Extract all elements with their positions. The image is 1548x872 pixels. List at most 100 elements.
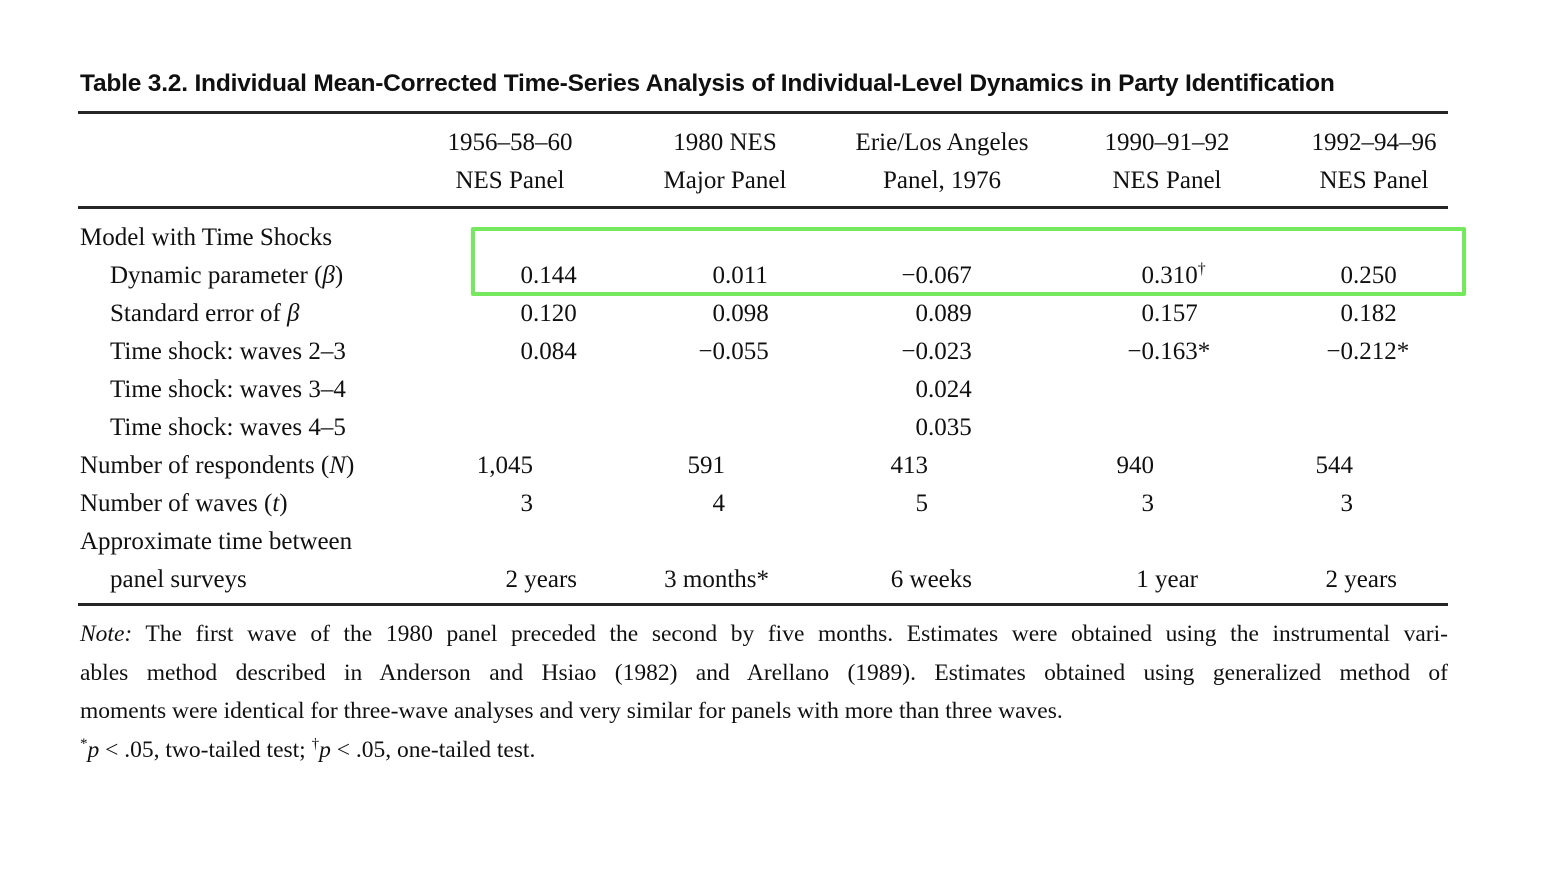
row-label: Standard error of β (110, 300, 300, 327)
column-header-line2: Panel, 1976 (882, 167, 1002, 194)
cell-fraction: .144 (533, 262, 577, 289)
table-cell: 0.098 (529, 295, 769, 333)
cell-fraction: .098 (725, 300, 769, 327)
cell-value: 5 (915, 490, 929, 517)
row-label: Model with Time Shocks (80, 224, 333, 251)
column-header-line2: NES Panel (1112, 167, 1222, 194)
column-header-line2: Major Panel (663, 167, 787, 194)
cell-value: 544 (1315, 452, 1354, 479)
cell-value: 0 (915, 414, 929, 441)
cell-value: 591 (687, 452, 726, 479)
cell-value: 940 (1116, 452, 1155, 479)
table-cell: 4 (529, 485, 769, 523)
table-cell: 6 weeks (732, 561, 972, 599)
column-header-line1: 1992–94–96 (1311, 129, 1437, 156)
cell-value: 3 (520, 490, 534, 517)
row-label: Number of waves (t) (80, 490, 288, 517)
table-cell: 3 (1157, 485, 1397, 523)
cell-fraction: .055 (725, 338, 769, 365)
cell-fraction: .089 (928, 300, 972, 327)
table-cell: 0.250 (1157, 257, 1397, 295)
cell-fraction (1353, 485, 1397, 523)
table-title: Table 3.2. Individual Mean-Corrected Tim… (80, 70, 1335, 97)
table-cell: 544 (1157, 447, 1397, 485)
table-cell: 2 years (337, 561, 578, 599)
table-cell: 3 (337, 485, 577, 523)
table-cell: 0.182 (1157, 295, 1397, 333)
row-label: Approximate time between (80, 528, 353, 555)
table-note: Note: The first wave of the 1980 panel p… (80, 615, 1448, 769)
cell-value: −0 (1326, 338, 1353, 365)
cell-fraction: .120 (533, 300, 577, 327)
cell-value: −0 (901, 338, 928, 365)
cell-value: 0 (520, 338, 534, 365)
table-cell: 5 (732, 485, 972, 523)
cell-fraction: .084 (533, 338, 577, 365)
cell-fraction: .024 (928, 376, 972, 403)
table-cell: 0.310† (958, 257, 1206, 295)
cell-fraction: .035 (928, 414, 972, 441)
cell-value: 1 year (1136, 566, 1198, 593)
note-line: ables method described in Anderson and H… (80, 659, 1448, 686)
table-cell: 0.011 (529, 257, 769, 295)
column-header: Erie/Los Angeles Panel, 1976 (802, 124, 1082, 200)
row-label: Dynamic parameter (β) (110, 262, 344, 289)
column-header-line2: NES Panel (455, 167, 565, 194)
cell-value: 0 (915, 300, 929, 327)
note-line: *p < .05, two-tailed test; †p < .05, one… (80, 735, 536, 763)
cell-value: 0 (712, 262, 726, 289)
cell-value: 0 (915, 376, 929, 403)
row-label: Time shock: waves 3–4 (110, 376, 346, 403)
cell-value: 0 (1340, 300, 1354, 327)
column-header: 1992–94–96 NES Panel (1234, 124, 1514, 200)
cell-value: 3 (1141, 490, 1155, 517)
note-line: Note: The first wave of the 1980 panel p… (80, 621, 1448, 647)
row-label: panel surveys (110, 566, 247, 593)
column-header-line1: 1990–91–92 (1104, 129, 1230, 156)
column-header: 1956–58–60 NES Panel (370, 124, 650, 200)
cell-fraction: .157 (1154, 300, 1198, 327)
cell-fraction: .212* (1353, 338, 1410, 365)
column-header-line1: 1980 NES (673, 129, 777, 156)
table-cell: 0.120 (337, 295, 577, 333)
cell-value: 1,045 (476, 452, 533, 479)
table-cell: 3 (958, 485, 1198, 523)
cell-value: 0 (1141, 300, 1155, 327)
cell-value: −0 (901, 262, 928, 289)
table-cell: 0.024 (732, 371, 972, 409)
table-cell: 1,045 (337, 447, 577, 485)
cell-value: 413 (890, 452, 929, 479)
rule-table-bottom (78, 603, 1448, 606)
cell-fraction: .011 (725, 262, 768, 289)
cell-value: 0 (1141, 262, 1155, 289)
cell-value: 3 (1340, 490, 1354, 517)
cell-value: 0 (520, 262, 534, 289)
rule-header-bottom (78, 206, 1448, 209)
cell-fraction: .023 (928, 338, 972, 365)
table-cell: −0.055 (529, 333, 769, 371)
cell-fraction: .182 (1353, 300, 1397, 327)
table-cell: 591 (529, 447, 769, 485)
table-cell: −0.023 (732, 333, 972, 371)
table-cell: 0.089 (732, 295, 972, 333)
table-cell: 0.144 (337, 257, 577, 295)
cell-value: 4 (712, 490, 726, 517)
table-cell: 1 year (958, 561, 1198, 599)
cell-value: 6 weeks (890, 566, 972, 593)
cell-value: −0 (698, 338, 725, 365)
significance-marker: † (1197, 260, 1206, 278)
table-cell: 0.157 (958, 295, 1198, 333)
table-cell: 0.035 (732, 409, 972, 447)
table-cell: 413 (732, 447, 972, 485)
column-header-line1: 1956–58–60 (447, 129, 573, 156)
table-cell: 2 years (1157, 561, 1398, 599)
cell-fraction: .310† (1154, 260, 1206, 289)
cell-value: 2 years (1325, 566, 1398, 593)
note-line: moments were identical for three-wave an… (80, 698, 1063, 724)
cell-value: 0 (712, 300, 726, 327)
table-cell: −0.212* (1157, 333, 1410, 371)
cell-value: 3 months* (664, 566, 769, 593)
cell-value: 0 (520, 300, 534, 327)
cell-fraction: .250 (1353, 262, 1397, 289)
